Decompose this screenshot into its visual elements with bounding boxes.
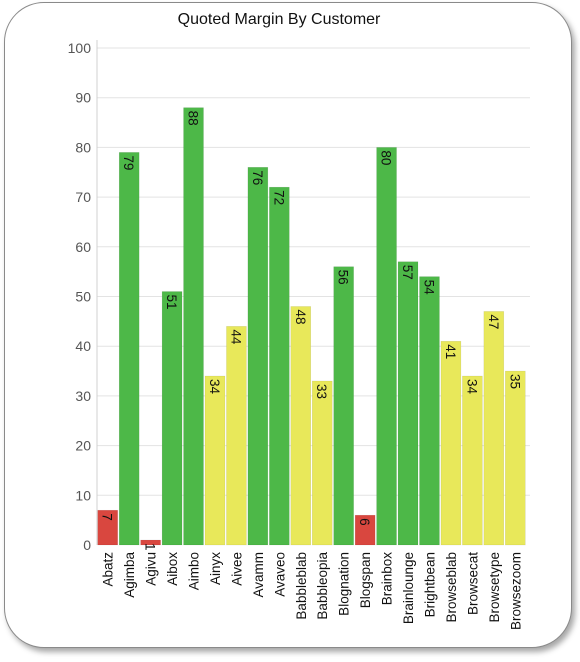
x-tick-label: Aivee bbox=[229, 552, 244, 586]
bar[interactable] bbox=[419, 276, 440, 546]
bar[interactable] bbox=[226, 326, 247, 546]
bar[interactable] bbox=[97, 509, 118, 546]
x-tick-label: Browseblab bbox=[444, 552, 459, 623]
x-tick-label: Browsezoom bbox=[508, 552, 523, 630]
data-label: 56 bbox=[336, 270, 351, 285]
x-tick-label: Avamm bbox=[251, 552, 266, 598]
bar[interactable] bbox=[483, 311, 505, 546]
y-tick-label: 40 bbox=[75, 338, 91, 354]
x-tick-label: Blogspan bbox=[358, 552, 373, 608]
bar[interactable] bbox=[462, 375, 483, 546]
x-tick-label: Browsecat bbox=[465, 552, 480, 615]
y-tick-label: 90 bbox=[75, 90, 91, 106]
bar[interactable] bbox=[354, 514, 376, 546]
bar[interactable] bbox=[140, 539, 161, 546]
data-label: 72 bbox=[271, 190, 286, 205]
x-tick-label: Abatz bbox=[101, 552, 116, 587]
x-tick-label: Aimbo bbox=[187, 552, 202, 590]
bar[interactable] bbox=[118, 152, 140, 546]
data-label: 80 bbox=[379, 150, 394, 165]
y-tick-label: 70 bbox=[75, 189, 91, 205]
data-label: 76 bbox=[250, 170, 265, 185]
data-label: 1 bbox=[143, 543, 158, 551]
x-tick-label: Babbleopia bbox=[315, 552, 330, 620]
y-tick-label: 20 bbox=[75, 438, 91, 454]
data-label: 88 bbox=[186, 111, 201, 126]
bar[interactable] bbox=[376, 147, 397, 546]
x-tick-label: Agimba bbox=[122, 552, 137, 598]
data-label: 33 bbox=[314, 384, 329, 399]
x-tick-label: Aibox bbox=[165, 552, 180, 586]
data-label: 6 bbox=[357, 518, 372, 526]
y-tick-label: 100 bbox=[68, 40, 92, 56]
data-label: 48 bbox=[293, 309, 308, 324]
chart-frame: Quoted Margin By Customer 0 10 20 30 40 50 60 7… bbox=[4, 2, 572, 648]
data-label: 54 bbox=[421, 280, 436, 296]
data-label: 51 bbox=[164, 295, 179, 310]
bar[interactable] bbox=[290, 306, 311, 546]
bar[interactable] bbox=[204, 375, 226, 546]
bar[interactable] bbox=[440, 340, 462, 546]
bar-chart: 0 10 20 30 40 50 60 70 80 90 100 7 Abatz 79 Agimba 1Agi… bbox=[68, 40, 530, 630]
y-tick-label: 30 bbox=[75, 388, 91, 404]
bar[interactable] bbox=[312, 380, 333, 546]
x-tick-label: Babbleblab bbox=[294, 552, 309, 620]
x-tick-label: Brainbox bbox=[380, 552, 395, 606]
bar[interactable] bbox=[183, 107, 204, 546]
data-label: 34 bbox=[207, 379, 222, 395]
chart-title: Quoted Margin By Customer bbox=[177, 11, 381, 28]
data-label: 47 bbox=[486, 314, 501, 329]
bar[interactable] bbox=[505, 370, 526, 546]
x-tick-label: Agivu bbox=[144, 552, 159, 586]
x-tick-label: Avaveo bbox=[272, 552, 287, 597]
data-label: 41 bbox=[443, 344, 458, 359]
y-tick-label: 50 bbox=[75, 289, 91, 305]
data-label: 34 bbox=[464, 379, 479, 395]
data-label: 7 bbox=[100, 513, 115, 521]
data-label: 35 bbox=[507, 374, 522, 389]
x-tick-label: Blognation bbox=[337, 552, 352, 616]
y-tick-label: 10 bbox=[75, 487, 91, 503]
x-tick-label: Brightbean bbox=[422, 552, 437, 617]
data-label: 57 bbox=[400, 265, 415, 280]
bar[interactable] bbox=[247, 167, 269, 546]
x-tick-label: Brainlounge bbox=[401, 552, 416, 624]
data-label: 44 bbox=[228, 329, 243, 345]
bar[interactable] bbox=[333, 266, 354, 546]
bar[interactable] bbox=[161, 291, 183, 546]
y-tick-label: 80 bbox=[75, 139, 91, 155]
bar[interactable] bbox=[397, 261, 419, 546]
data-label: 79 bbox=[121, 155, 136, 170]
x-tick-label: Browsetype bbox=[487, 552, 502, 623]
bar[interactable] bbox=[269, 186, 290, 546]
x-tick-label: Ainyx bbox=[208, 552, 223, 585]
y-tick-label: 0 bbox=[83, 537, 91, 553]
y-tick-label: 60 bbox=[75, 239, 91, 255]
